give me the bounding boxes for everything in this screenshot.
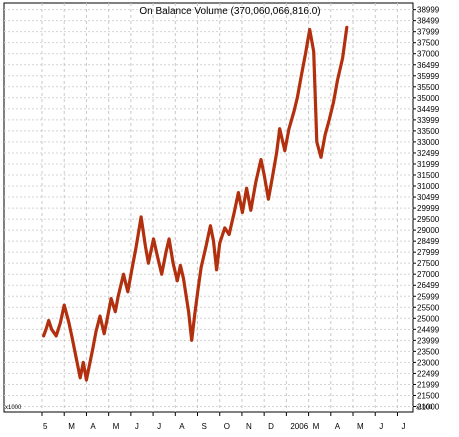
y-tick-label: 38999 xyxy=(417,6,440,15)
y-tick-label: 37999 xyxy=(417,28,440,37)
y-tick-label: 25999 xyxy=(417,292,440,301)
bottom-left-unit-label: x1000 xyxy=(5,405,22,411)
obv-series-line xyxy=(41,25,349,382)
x-axis: 5 M A M J J A S O N D 2006 M A M J J xyxy=(41,412,405,431)
x-tick-label: A xyxy=(179,422,185,431)
y-tick-label: 31500 xyxy=(417,171,440,180)
y-tick-label: 32499 xyxy=(417,149,440,158)
y-tick-label: 33999 xyxy=(417,116,440,125)
y-tick-label: 33500 xyxy=(417,127,440,136)
y-tick-label: 37000 xyxy=(417,50,440,59)
y-tick-label: 22499 xyxy=(417,369,440,378)
y-tick-label: 35500 xyxy=(417,83,440,92)
y-tick-label: 35999 xyxy=(417,72,440,81)
y-tick-label: 29500 xyxy=(417,215,440,224)
y-tick-label: 28499 xyxy=(417,237,440,246)
y-tick-label: 31999 xyxy=(417,160,440,169)
x-tick-label: J xyxy=(135,422,139,431)
y-tick-label: 29999 xyxy=(417,204,440,213)
x-tick-label: M xyxy=(68,422,75,431)
y-tick-label: 25000 xyxy=(417,314,440,323)
y-tick-label: 35000 xyxy=(417,94,440,103)
y-tick-label: 25500 xyxy=(417,303,440,312)
y-tick-label: 21500 xyxy=(417,391,440,400)
x-tick-label: A xyxy=(90,422,96,431)
x-tick-label: S xyxy=(202,422,207,431)
grid-lines xyxy=(4,3,413,412)
y-tick-label: 24499 xyxy=(417,325,440,334)
y-tick-label: 23500 xyxy=(417,347,440,356)
y-tick-label: 30499 xyxy=(417,193,440,202)
y-axis: 21000 21500 21999 22499 23000 23500 23999 24499… xyxy=(413,6,440,411)
y-tick-label: 27500 xyxy=(417,259,440,268)
y-tick-label: 37500 xyxy=(417,39,440,48)
x-tick-label: J xyxy=(379,422,383,431)
y-tick-label: 23999 xyxy=(417,336,440,345)
x-tick-label: J xyxy=(157,422,161,431)
x-tick-label: N xyxy=(246,422,252,431)
chart-title: On Balance Volume (370,060,066,816.0) xyxy=(139,6,320,17)
x-tick-label: J xyxy=(401,422,405,431)
y-tick-label: 21999 xyxy=(417,380,440,389)
y-tick-label: 27000 xyxy=(417,270,440,279)
y-tick-label: 27999 xyxy=(417,248,440,257)
x-tick-label: M xyxy=(113,422,120,431)
x-tick-label: 2006 xyxy=(290,422,308,431)
y-tick-label: 34499 xyxy=(417,105,440,114)
y-tick-label: 29000 xyxy=(417,226,440,235)
series-layer xyxy=(41,25,349,382)
x-tick-label: A xyxy=(335,422,341,431)
y-tick-label: 36499 xyxy=(417,61,440,70)
x-tick-label: M xyxy=(313,422,320,431)
x-tick-label: D xyxy=(268,422,274,431)
y-tick-label: 33000 xyxy=(417,138,440,147)
bottom-right-unit-label: x1000 xyxy=(416,405,433,411)
y-tick-label: 38499 xyxy=(417,17,440,26)
y-tick-label: 21000 xyxy=(417,402,440,411)
x-tick-label: M xyxy=(357,422,364,431)
x-tick-label: 5 xyxy=(43,422,48,431)
x-tick-label: O xyxy=(224,422,230,431)
y-tick-label: 26499 xyxy=(417,281,440,290)
y-tick-label: 31000 xyxy=(417,182,440,191)
y-tick-label: 23000 xyxy=(417,358,440,367)
